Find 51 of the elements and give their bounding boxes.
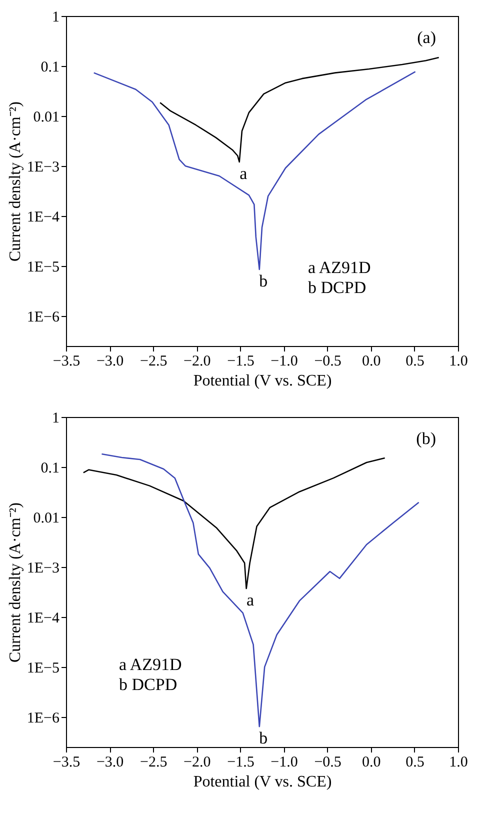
y-tick-label: 1 <box>52 10 60 26</box>
annotation: b DCPD <box>119 675 178 694</box>
x-axis-title: Potential (V vs. SCE) <box>193 372 332 390</box>
x-tick-label: −3.0 <box>96 354 124 370</box>
y-tick-label: 1E−5 <box>26 259 60 276</box>
x-tick-label: −2.5 <box>140 354 168 370</box>
annotation: (a) <box>417 28 436 47</box>
y-axis-title: Current denslty (A·cm⁻²) <box>6 502 24 662</box>
y-axis-title: Current denslty (A·cm⁻²) <box>6 102 24 262</box>
x-tick-label: 0.0 <box>362 754 381 770</box>
y-tick-label: 1E−6 <box>26 710 60 726</box>
line-series <box>101 453 420 728</box>
y-tick-label: 1E−5 <box>26 660 60 676</box>
x-tick-label: −1.5 <box>227 354 254 370</box>
annotation: (b) <box>416 429 436 448</box>
y-tick-label: 0.1 <box>40 460 60 476</box>
y-tick-label: 1E−4 <box>26 209 60 226</box>
line-series <box>159 56 440 163</box>
x-tick-label: −0.5 <box>314 354 342 370</box>
x-tick-label: −3.5 <box>52 354 80 370</box>
x-tick-label: 1.0 <box>449 754 468 770</box>
x-tick-label: −2.0 <box>184 354 211 370</box>
y-tick-label: 1 <box>52 410 60 426</box>
annotation: b DCPD <box>308 278 366 297</box>
x-tick-label: 0.5 <box>406 354 424 370</box>
x-tick-label: −1.0 <box>270 354 298 370</box>
x-tick-label: −0.5 <box>314 754 342 770</box>
series-label: b <box>259 728 268 748</box>
x-tick-label: −1.0 <box>270 754 298 770</box>
y-tick-label: 1E−3 <box>26 560 60 576</box>
x-tick-label: 1.0 <box>449 354 468 370</box>
y-tick-label: 0.01 <box>33 109 60 126</box>
x-tick-label: 0.5 <box>406 754 424 770</box>
x-tick-label: 0.0 <box>362 354 381 370</box>
x-tick-label: −3.5 <box>52 754 80 770</box>
x-tick-label: −2.5 <box>140 754 168 770</box>
y-tick-label: 1E−3 <box>26 159 60 176</box>
y-tick-label: 0.1 <box>40 59 60 76</box>
series-label: a <box>246 590 255 610</box>
x-tick-label: −1.5 <box>227 754 254 770</box>
y-tick-label: 1E−4 <box>26 610 60 626</box>
annotation: a AZ91D <box>308 258 371 277</box>
y-tick-label: 1E−6 <box>26 309 60 326</box>
x-tick-label: −3.0 <box>96 754 124 770</box>
x-axis-title: Potential (V vs. SCE) <box>193 774 332 790</box>
line-series <box>82 457 386 590</box>
x-tick-label: −2.0 <box>184 754 211 770</box>
series-label: b <box>259 271 268 290</box>
y-tick-label: 0.01 <box>33 510 60 526</box>
series-label: a <box>240 164 248 183</box>
annotation: a AZ91D <box>119 655 182 674</box>
